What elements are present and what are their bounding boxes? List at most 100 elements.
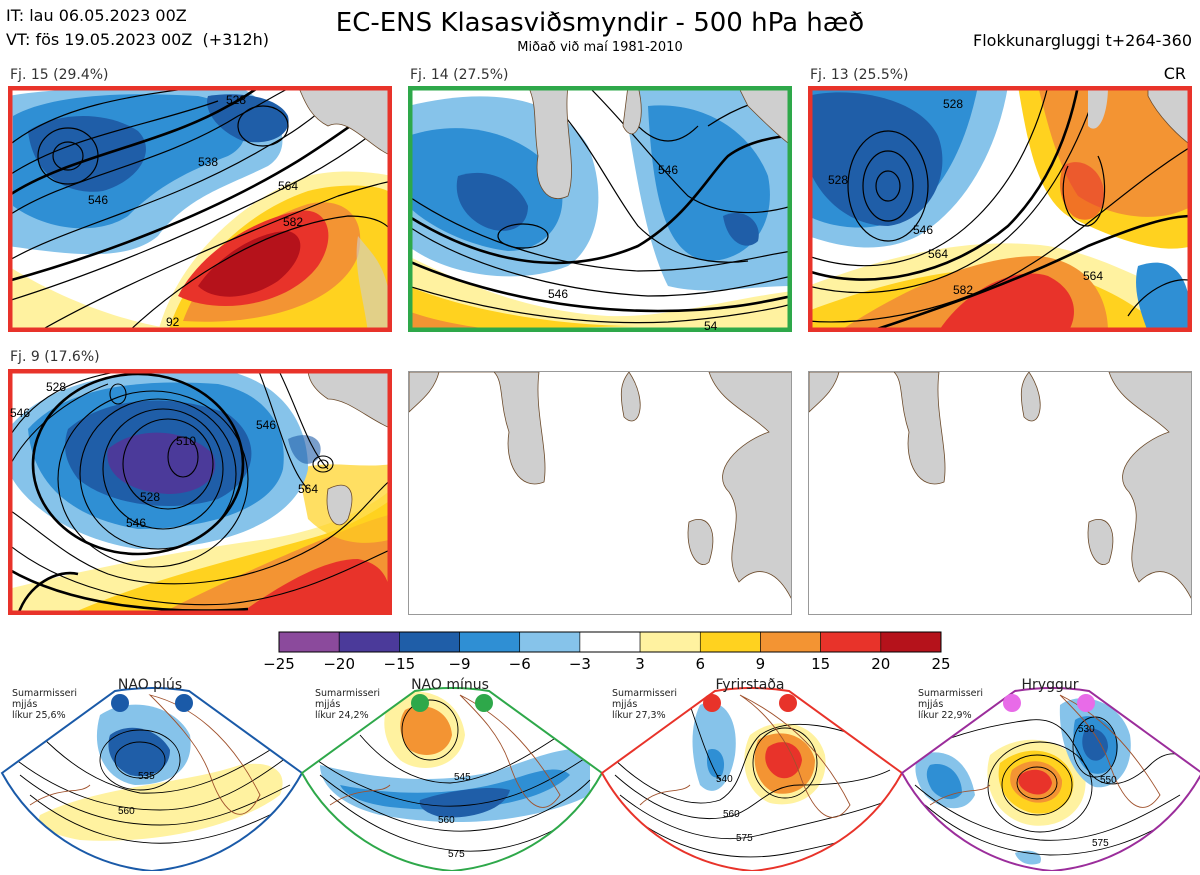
regime-marker-icon: [111, 694, 129, 712]
chart-subtitle: Miðað við maí 1981-2010: [517, 40, 683, 55]
empty-map-1: [408, 371, 792, 615]
panel-label-1: Fj. 15 (29.4%): [10, 67, 109, 83]
panel-frame-2: [408, 86, 792, 332]
colorbar-tick-label: 9: [755, 655, 766, 673]
contour-label: 528: [46, 380, 66, 394]
regime-info: Sumarmisseri mjjás líkur 24,2%: [315, 688, 380, 721]
contour-label: 582: [953, 283, 973, 297]
regime-contour-label: 575: [736, 833, 753, 844]
colorbar-tick-label: 3: [635, 655, 645, 673]
regime-info: Sumarmisseri mjjás líkur 25,6%: [12, 688, 77, 721]
contour-label: 54: [704, 319, 718, 332]
contour-label: 546: [126, 516, 146, 530]
contour-label: 546: [658, 163, 678, 177]
regime-marker-icon: [475, 694, 493, 712]
contour-label: 528: [226, 93, 246, 107]
regime-marker-icon: [1003, 694, 1021, 712]
cr-label: CR: [1163, 64, 1186, 83]
contour-label: 546: [548, 287, 568, 301]
colorbar-swatch: [880, 631, 942, 653]
regime-marker-icon: [175, 694, 193, 712]
contour-label: 582: [283, 215, 303, 229]
regime-info-line: Sumarmisseri: [918, 688, 984, 699]
regime-contour-label: 560: [438, 815, 455, 826]
regime-info-line: mjjás: [612, 699, 638, 710]
colorbar-tick-label: −3: [568, 655, 591, 673]
regime-contour-label: 540: [716, 774, 733, 785]
regime-info-line: mjjás: [315, 699, 341, 710]
regime-title: NAO mínus: [411, 677, 489, 693]
regime-info-line: Sumarmisseri: [315, 688, 381, 699]
panel-label-4: Fj. 9 (17.6%): [10, 349, 100, 365]
regime-contour-label: 530: [1078, 724, 1095, 735]
colorbar-swatch: [760, 631, 821, 653]
contour-label: 564: [928, 247, 948, 261]
colorbar-tick-label: −15: [383, 655, 416, 673]
valid-time: VT: fös 19.05.2023 00Z (+312h): [6, 30, 270, 49]
regime-marker-icon: [411, 694, 429, 712]
regime-marker-icon: [703, 694, 721, 712]
cluster-map-2: 546 546 54: [408, 86, 792, 332]
regime-contour-label: 545: [454, 772, 471, 783]
colorbar-swatch: [278, 631, 340, 653]
colorbar: [278, 631, 942, 653]
colorbar-swatch: [338, 631, 400, 653]
contour-label: 510: [176, 434, 196, 448]
contour-label: 92: [166, 315, 180, 329]
classification-window: Flokkunargluggi t+264-360: [973, 31, 1192, 50]
regime-info-line: mjjás: [12, 699, 38, 710]
empty-map-2: [808, 371, 1192, 615]
regime-info-line: líkur 25,6%: [12, 710, 66, 721]
regime-marker-icon: [1077, 694, 1095, 712]
panel-frame-1: [8, 86, 392, 332]
cluster-map-4: 528 510 528 546 564 546 546: [8, 369, 392, 615]
initial-time: IT: lau 06.05.2023 00Z: [6, 6, 187, 25]
panel-label-2: Fj. 14 (27.5%): [410, 67, 509, 83]
contour-label: 564: [1083, 269, 1103, 283]
contour-label: 546: [88, 193, 108, 207]
regime-info-line: mjjás: [918, 699, 944, 710]
colorbar-swatch: [820, 631, 882, 653]
regime-info: Sumarmisseri mjjás líkur 27,3%: [612, 688, 677, 721]
colorbar-swatch: [459, 631, 521, 653]
regime-title: Hryggur: [1021, 677, 1079, 693]
panel-label-3: Fj. 13 (25.5%): [810, 67, 909, 83]
contour-label: 538: [198, 155, 218, 169]
colorbar-swatch: [399, 631, 460, 653]
cluster-map-1: 538 528 546 564 582 92: [8, 86, 392, 332]
regime-info-line: líkur 24,2%: [315, 710, 369, 721]
regime-contour-label: 550: [1100, 775, 1117, 786]
regime-contour-label: 535: [138, 771, 155, 782]
colorbar-tick-label: 20: [871, 655, 891, 673]
regime-contour-label: 575: [448, 849, 465, 860]
colorbar-swatch: [639, 631, 701, 653]
regime-info-line: Sumarmisseri: [612, 688, 678, 699]
contour-label: 528: [140, 490, 160, 504]
regime-contour-label: 560: [723, 809, 740, 820]
contour-label: 564: [298, 482, 318, 496]
regime-info: Sumarmisseri mjjás líkur 22,9%: [918, 688, 983, 721]
contour-label: 528: [943, 97, 963, 111]
regimes-row: 535 560 545 560 575: [0, 675, 1200, 873]
regime-contour-label: 575: [1092, 838, 1109, 849]
regime-title: NAO plús: [117, 677, 183, 693]
colorbar-tick-label: 25: [931, 655, 951, 673]
colorbar-tick-label: −25: [263, 655, 295, 673]
regime-info-line: líkur 27,3%: [612, 710, 666, 721]
contour-label: 564: [278, 179, 298, 193]
header-info: IT: lau 06.05.2023 00Z VT: fös 19.05.2023…: [6, 4, 269, 52]
colorbar-swatch: [579, 631, 641, 653]
panel-frame-4: [8, 369, 392, 615]
panel-frame-3: [808, 86, 1192, 332]
contour-label: 528: [828, 173, 848, 187]
contour-label: 546: [913, 223, 933, 237]
colorbar-tick-label: 6: [695, 655, 706, 673]
colorbar-tick-label: 15: [811, 655, 831, 673]
contour-label: 546: [256, 418, 276, 432]
regime-title: Fyrirstaða: [715, 677, 785, 693]
colorbar-tick-label: −6: [508, 655, 531, 673]
colorbar-swatch: [519, 631, 581, 653]
regime-contour-label: 560: [118, 806, 135, 817]
regime-info-line: Sumarmisseri: [12, 688, 78, 699]
regime-marker-icon: [779, 694, 797, 712]
